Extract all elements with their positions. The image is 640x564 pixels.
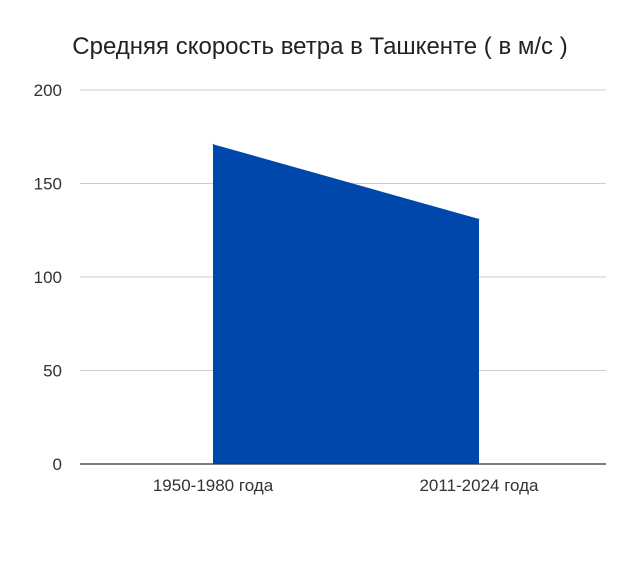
x-tick-label: 2011-2024 года [419, 476, 539, 495]
data-point [212, 143, 214, 145]
y-tick-label: 150 [34, 175, 62, 194]
y-tick-label: 200 [34, 81, 62, 100]
y-tick-label: 0 [53, 455, 62, 474]
chart-title: Средняя скорость ветра в Ташкенте ( в м/… [72, 33, 568, 60]
y-tick-label: 100 [34, 268, 62, 287]
data-point [478, 218, 480, 220]
area-series [213, 144, 479, 465]
x-tick-label: 1950-1980 года [153, 476, 274, 495]
y-tick-label: 50 [43, 362, 62, 381]
